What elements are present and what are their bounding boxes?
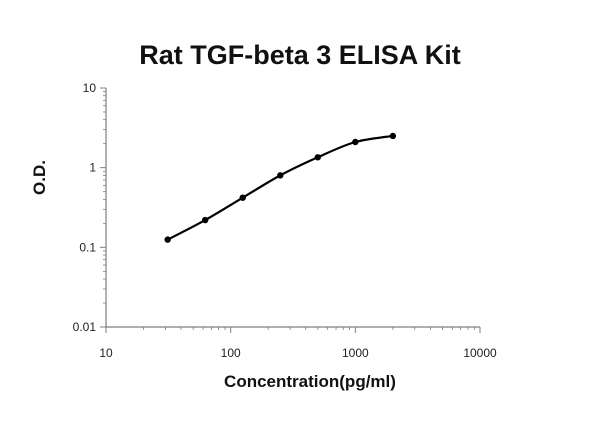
data-point xyxy=(202,216,209,224)
chart-title: Rat TGF-beta 3 ELISA Kit xyxy=(139,40,461,70)
x-tick-label: 10000 xyxy=(463,346,497,360)
x-tick-label: 100 xyxy=(221,346,241,360)
data-point xyxy=(164,236,171,243)
data-point xyxy=(314,154,322,161)
data-point xyxy=(239,194,246,201)
data-point xyxy=(277,172,284,179)
x-tick-label: 10 xyxy=(99,346,113,360)
y-tick-label: 10 xyxy=(83,81,97,95)
data-point xyxy=(389,132,397,140)
y-tick-label: 0.01 xyxy=(73,320,97,334)
data-point xyxy=(352,138,359,146)
x-tick-label: 1000 xyxy=(342,346,369,360)
y-tick-label: 0.1 xyxy=(79,240,96,254)
x-axis-label: Concentration(pg/ml) xyxy=(224,372,396,391)
y-tick-label: 1 xyxy=(89,161,96,175)
series-line xyxy=(167,134,394,241)
